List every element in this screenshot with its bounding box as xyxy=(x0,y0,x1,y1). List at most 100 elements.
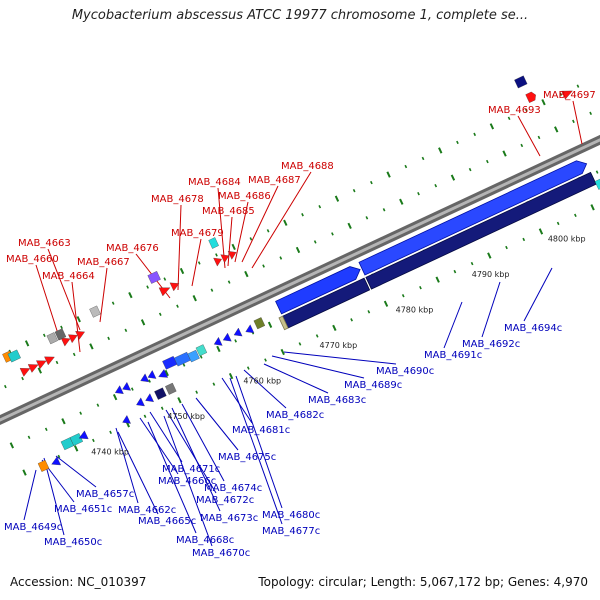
forward-gene[interactable] xyxy=(227,251,237,260)
reverse-gene-label[interactable]: MAB_4675c xyxy=(218,452,276,463)
forward-gene-label[interactable]: MAB_4678 xyxy=(151,194,204,205)
reverse-gene-label[interactable]: MAB_4692c xyxy=(462,339,520,350)
reverse-gene[interactable] xyxy=(122,415,131,424)
reverse-gene[interactable] xyxy=(136,397,145,407)
forward-gene[interactable] xyxy=(19,368,31,377)
forward-gene[interactable] xyxy=(75,331,85,340)
forward-gene-label[interactable]: MAB_4676 xyxy=(106,243,159,254)
reverse-gene-label[interactable]: MAB_4670c xyxy=(192,548,250,559)
reverse-gene-label[interactable]: MAB_4665c xyxy=(138,516,196,527)
leader-line xyxy=(115,427,139,504)
forward-gene-label[interactable]: MAB_4685 xyxy=(202,206,255,217)
reverse-gene-label[interactable]: MAB_4657c xyxy=(76,489,134,500)
reverse-gene-label[interactable]: MAB_4674c xyxy=(204,483,262,494)
tick-mark xyxy=(505,245,508,250)
forward-gene-label[interactable]: MAB_4664 xyxy=(42,271,95,282)
reverse-gene-label[interactable]: MAB_4681c xyxy=(232,425,290,436)
reverse-gene[interactable] xyxy=(37,459,50,472)
reverse-gene-label[interactable]: MAB_4649c xyxy=(4,522,62,533)
reverse-gene[interactable] xyxy=(253,317,266,330)
forward-gene-label[interactable]: MAB_4688 xyxy=(281,161,334,172)
reverse-gene[interactable] xyxy=(222,332,232,342)
forward-gene-label[interactable]: MAB_4686 xyxy=(218,191,271,202)
reverse-gene[interactable] xyxy=(122,381,131,391)
forward-gene[interactable] xyxy=(27,364,39,373)
forward-gene[interactable] xyxy=(169,282,180,292)
reverse-gene-label[interactable]: MAB_4677c xyxy=(262,526,320,537)
tick-mark xyxy=(559,92,563,96)
tick-mark xyxy=(76,316,81,323)
leader-line xyxy=(251,171,312,269)
scale-kbp-label: 4760 kbp xyxy=(243,377,281,386)
reverse-gene-label[interactable]: MAB_4668c xyxy=(176,535,234,546)
reverse-gene[interactable] xyxy=(213,336,223,346)
reverse-gene[interactable] xyxy=(165,382,177,395)
reverse-gene[interactable] xyxy=(145,393,154,402)
reverse-gene[interactable] xyxy=(51,456,61,466)
forward-gene-label[interactable]: MAB_4693 xyxy=(488,105,541,116)
forward-gene[interactable] xyxy=(46,332,58,345)
leader-line xyxy=(71,281,81,353)
reverse-gene[interactable] xyxy=(245,324,255,334)
leader-line xyxy=(43,457,65,536)
scale-kbp-label: 4800 kbp xyxy=(548,234,586,243)
reverse-gene-label[interactable]: MAB_4666c xyxy=(158,476,216,487)
forward-gene[interactable] xyxy=(147,270,161,284)
reverse-gene[interactable] xyxy=(114,385,124,394)
forward-gene[interactable] xyxy=(89,305,101,318)
reverse-gene-label[interactable]: MAB_4673c xyxy=(200,513,258,524)
reverse-gene-label[interactable]: MAB_4694c xyxy=(504,323,562,334)
reverse-gene[interactable] xyxy=(195,344,208,357)
reverse-gene-label[interactable]: MAB_4690c xyxy=(376,366,434,377)
forward-gene[interactable] xyxy=(44,356,55,366)
leader-line xyxy=(147,421,197,534)
forward-gene[interactable] xyxy=(213,257,222,267)
leader-line xyxy=(117,431,159,515)
forward-gene[interactable] xyxy=(158,287,171,297)
tick-mark xyxy=(298,342,302,346)
reverse-gene[interactable] xyxy=(78,430,89,440)
forward-gene-label[interactable]: MAB_4687 xyxy=(248,175,301,186)
reverse-gene[interactable] xyxy=(187,349,200,363)
forward-gene[interactable] xyxy=(7,349,21,363)
forward-gene-label[interactable]: MAB_4679 xyxy=(171,228,224,239)
tick-mark xyxy=(538,228,544,235)
reverse-gene-label[interactable]: MAB_4672c xyxy=(196,495,254,506)
forward-gene[interactable] xyxy=(514,75,528,89)
reverse-gene-label[interactable]: MAB_4683c xyxy=(308,395,366,406)
reverse-gene-label[interactable]: MAB_4689c xyxy=(344,380,402,391)
reverse-gene[interactable] xyxy=(154,387,167,400)
forward-gene[interactable] xyxy=(561,90,573,100)
feature-band xyxy=(278,315,289,331)
forward-gene-label[interactable]: MAB_4684 xyxy=(188,177,241,188)
forward-gene[interactable] xyxy=(208,237,219,249)
forward-gene[interactable] xyxy=(54,328,67,341)
tick-mark xyxy=(111,301,115,305)
reverse-gene[interactable] xyxy=(69,433,83,446)
reverse-gene-label[interactable]: MAB_4650c xyxy=(44,537,102,548)
reverse-gene-label[interactable]: MAB_4691c xyxy=(424,350,482,361)
reverse-gene[interactable] xyxy=(233,327,243,337)
reverse-gene-label[interactable]: MAB_4680c xyxy=(262,510,320,521)
reverse-gene[interactable] xyxy=(147,370,157,379)
reverse-gene[interactable] xyxy=(158,369,169,378)
reverse-gene-label[interactable]: MAB_4651c xyxy=(54,504,112,515)
forward-gene[interactable] xyxy=(220,254,230,264)
forward-gene-label[interactable]: MAB_4660 xyxy=(6,254,59,265)
tick-mark xyxy=(434,183,438,188)
forward-gene-label[interactable]: MAB_4663 xyxy=(18,238,71,249)
forward-gene-label[interactable]: MAB_4667 xyxy=(77,257,130,268)
reverse-gene-label[interactable]: MAB_4671c xyxy=(162,464,220,475)
forward-gene[interactable] xyxy=(525,91,536,103)
tick-mark xyxy=(4,384,7,389)
reverse-gene-label[interactable]: MAB_4662c xyxy=(118,505,176,516)
reverse-gene[interactable] xyxy=(140,373,150,383)
forward-gene[interactable] xyxy=(68,334,78,344)
forward-gene[interactable] xyxy=(60,337,71,347)
forward-gene[interactable] xyxy=(36,360,47,369)
reverse-gene[interactable] xyxy=(594,176,600,190)
forward-gene-label[interactable]: MAB_4697 xyxy=(543,90,596,101)
reverse-gene-label[interactable]: MAB_4682c xyxy=(266,410,324,421)
tick-mark xyxy=(435,276,440,283)
